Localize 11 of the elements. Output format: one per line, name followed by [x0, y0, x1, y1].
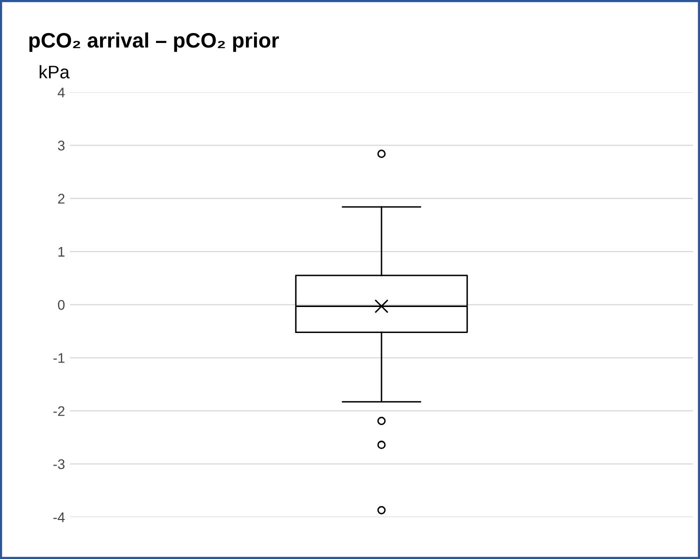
- y-tick-label: 3: [58, 140, 65, 151]
- y-tick-label: -2: [53, 406, 64, 416]
- y-tick-label: 0: [58, 300, 65, 310]
- y-tick-label: 2: [58, 194, 64, 204]
- y-tick-label: -1: [53, 353, 64, 363]
- y-tick-label: 4: [58, 88, 65, 98]
- chart-title: pCO₂ arrival – pCO₂ prior: [29, 32, 279, 52]
- y-tick-label: -3: [53, 459, 65, 470]
- y-tick-label: 1: [58, 247, 64, 257]
- y-axis-title: kPa: [40, 65, 70, 78]
- y-tick-label: -4: [53, 512, 65, 522]
